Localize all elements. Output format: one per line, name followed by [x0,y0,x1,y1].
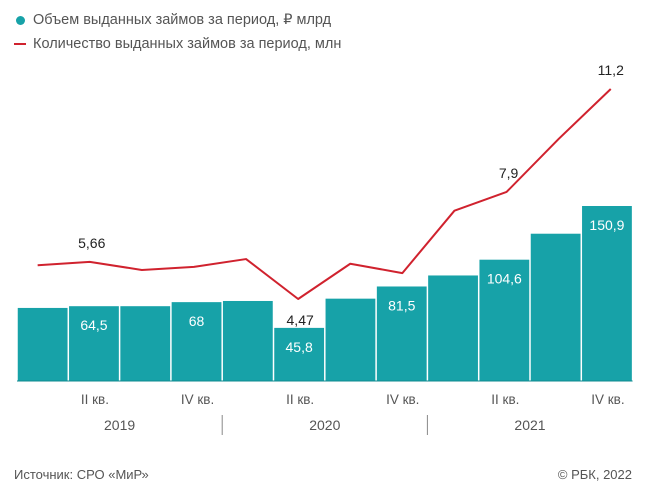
line-series [37,88,612,300]
bar-value-label: 104,6 [487,271,522,287]
year-label: 2019 [104,417,135,433]
bar [325,298,376,381]
combo-chart: 64,5 68 45,8 81,5 104,6 150,9 5,66 4,47 7,9 11,2 I… [17,62,633,435]
legend-swatch-line [14,43,26,45]
copyright: © РБК, 2022 [557,467,632,482]
bar [582,206,632,381]
bar [376,286,427,381]
legend-swatch-bars [16,15,25,25]
x-tick-label: IV кв. [386,392,419,407]
bar [479,259,530,381]
bar-value-label: 68 [189,313,205,329]
line-value-label: 5,66 [78,235,105,251]
bar-value-label: 45,8 [286,339,313,355]
legend-label-bars: Объем выданных займов за период, ₽ млрд [33,12,332,28]
bar [274,327,325,381]
x-tick-label: II кв. [81,392,109,407]
bar-value-label: 150,9 [589,217,624,233]
year-label: 2020 [309,417,340,433]
x-tick-label: IV кв. [591,392,624,407]
legend-item-bars: Объем выданных займов за период, ₽ млрд [14,8,341,32]
legend-label-line: Количество выданных займов за период, мл… [33,36,342,52]
year-label: 2021 [514,417,545,433]
bar [428,275,478,381]
x-tick-label: IV кв. [181,392,214,407]
x-tick-label: II кв. [286,392,314,407]
bar [69,306,119,381]
bar [222,300,273,381]
bar [530,233,581,381]
x-tick-label: II кв. [491,392,519,407]
line-value-label: 7,9 [499,165,519,181]
legend-item-line: Количество выданных займов за период, мл… [14,32,341,56]
bar-value-label: 64,5 [80,317,107,333]
bar-value-label: 81,5 [388,297,415,313]
line-value-label: 11,2 [598,62,624,78]
source-note: Источник: СРО «МиР» [14,467,149,482]
bar [17,307,68,381]
bar [120,306,171,381]
bar [171,302,222,381]
line-value-label: 4,47 [287,312,314,328]
legend: Объем выданных займов за период, ₽ млрд … [14,8,341,56]
